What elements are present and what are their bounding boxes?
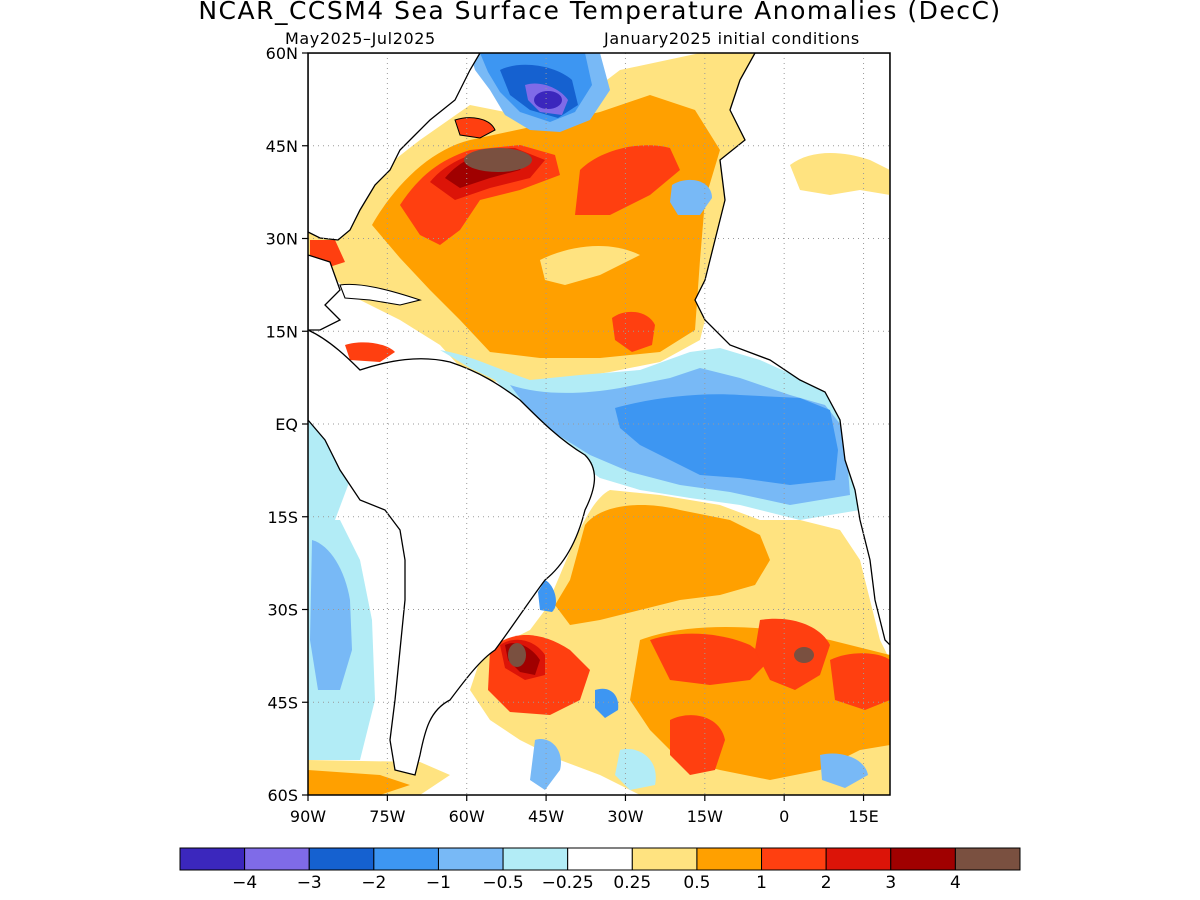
colorbar-label: 1 [756,873,767,893]
colorbar-label: −1 [426,873,451,893]
warm-zone-caribbean [345,342,395,362]
lat-tick-label: 45S [267,693,298,712]
cold-zone-05-pacific [310,540,352,690]
colorbar-swatch [696,847,763,871]
north-america-land [308,53,481,241]
colorbar-swatch [761,847,827,871]
lat-tick-label: 15S [267,508,298,527]
lon-tick-label: 90W [290,807,326,826]
colorbar-swatch [373,847,439,871]
lon-tick-label: 15W [687,807,723,826]
colorbar: −4 −3 −2 −1 −0.5 −0.25 0.25 0.5 1 2 3 4 [179,847,1021,893]
latitude-axis: 60N 45N 30N 15N EQ 15S 30S 45S 60S [266,44,308,805]
cold-peak-labrador [534,91,562,109]
cold-spot-south-1 [595,688,619,718]
warm-peak-south-east [794,647,814,663]
colorbar-label: 4 [950,873,961,893]
initial-conditions: January2025 initial conditions [604,29,860,48]
lon-tick-label: 30W [607,807,643,826]
anomaly-field [308,53,890,795]
longitude-axis: 90W 75W 60W 45W 30W 15W 0 15E [290,795,879,826]
colorbar-label: −2 [361,873,386,893]
colorbar-swatch [890,847,956,871]
colorbar-label: 3 [885,873,896,893]
colorbar-swatch [179,847,246,871]
warm-zone-2-south-east [755,618,830,690]
colorbar-label: −4 [232,873,257,893]
colorbar-swatch [502,847,569,871]
warm-zone-1-drake [308,770,410,795]
forecast-period: May2025–Jul2025 [285,29,436,48]
warm-zone-2-south-deep [670,715,725,775]
cold-spot-mid-atlantic [670,179,712,215]
colorbar-swatch [631,847,698,871]
lon-tick-label: 15E [848,807,878,826]
colorbar-swatch [244,847,310,871]
warm-zone-2-central-north [575,145,680,215]
warm-peak-confluence [508,643,526,667]
lon-tick-label: 75W [369,807,405,826]
south-america-land [308,329,596,776]
cold-spot-south-3 [615,749,656,790]
colorbar-label: −0.25 [542,873,594,893]
colorbar-label: −0.5 [482,873,523,893]
colorbar-label: 2 [821,873,832,893]
colorbar-swatch [437,847,504,871]
colorbar-swatch [308,847,375,871]
warm-zone-2-subtropical [612,311,655,352]
cold-zone-1-equatorial [615,394,838,485]
cold-spot-brazil [538,580,556,612]
gulf-st-lawrence [454,117,496,139]
lat-tick-label: 30N [266,230,298,249]
lon-tick-label: 60W [449,807,485,826]
lat-tick-label: EQ [275,415,298,434]
lat-tick-label: 45N [266,137,298,156]
lat-tick-label: 60N [266,44,298,63]
map-title: NCAR_CCSM4 Sea Surface Temperature Anoma… [198,0,1002,25]
mediterranean-sea [790,153,890,195]
colorbar-label: 0.25 [613,873,651,893]
europe-africa-land [694,53,890,646]
lon-tick-label: 45W [528,807,564,826]
lat-tick-label: 60S [267,786,298,805]
colorbar-swatch [567,847,633,871]
pale-streak-subtropics [540,245,640,285]
lon-tick-label: 0 [779,807,789,826]
warm-zone-2-south-central [650,633,770,685]
cuba-land [339,283,422,306]
colorbar-label: −3 [297,873,322,893]
colorbar-label: 0.5 [683,873,710,893]
cold-spot-south-4 [820,753,868,788]
cold-spot-south-2 [530,739,561,790]
central-america-land [308,254,342,331]
warm-peak-gulf-stream [464,148,532,172]
grid-lines [308,53,890,795]
colorbar-swatch [825,847,892,871]
lat-tick-label: 30S [267,601,298,620]
warm-zone-2-southeast [830,653,890,710]
lat-tick-label: 15N [266,322,298,341]
colorbar-swatch [954,847,1021,871]
warm-zone-1-south-subtropical [555,505,770,625]
